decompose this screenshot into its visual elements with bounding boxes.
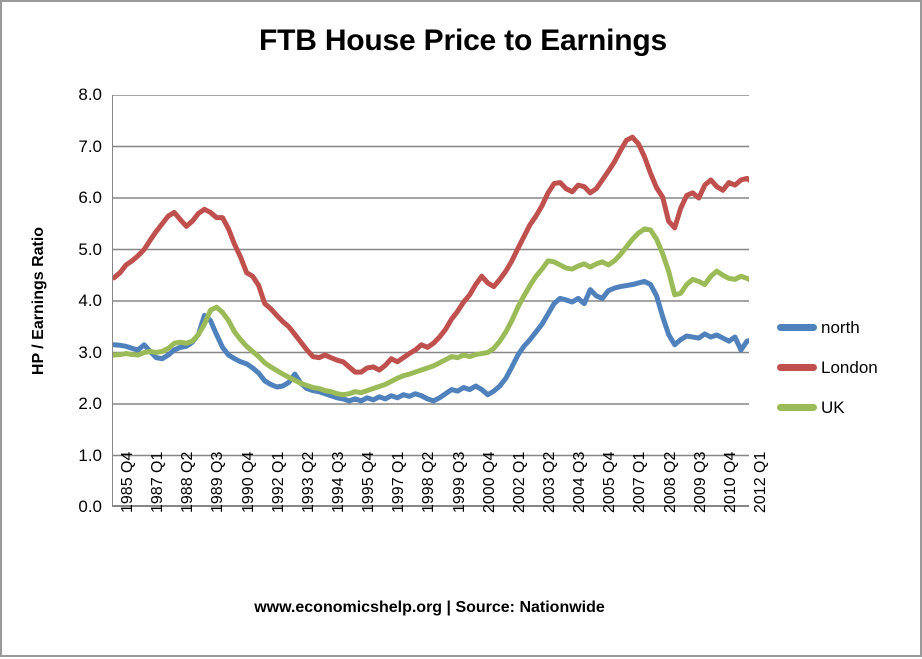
series-lines bbox=[112, 134, 749, 404]
legend-label: London bbox=[821, 357, 878, 377]
x-tick-label: 2009 Q3 bbox=[691, 451, 709, 513]
x-tick-label: 2010 Q4 bbox=[721, 451, 739, 513]
x-tick-label: 1987 Q1 bbox=[149, 451, 167, 513]
x-tick-label: 2008 Q2 bbox=[661, 451, 679, 513]
y-tick-label: 2.0 bbox=[78, 394, 102, 413]
x-tick-label: 1988 Q2 bbox=[179, 451, 197, 513]
y-tick-label: 8.0 bbox=[78, 85, 102, 104]
chart-title: FTB House Price to Earnings bbox=[258, 24, 667, 57]
legend-swatch-london bbox=[777, 363, 817, 371]
x-tick-label: 2004 Q3 bbox=[571, 451, 589, 513]
legend-item-uk[interactable]: UK bbox=[777, 387, 917, 427]
series-line-uk bbox=[112, 226, 749, 398]
legend-label: UK bbox=[821, 397, 845, 417]
series-line-london bbox=[112, 134, 749, 375]
x-axis-tick-labels: 1985 Q4 1987 Q1 1988 Q2 1989 Q3 1990 Q4 1992 … bbox=[112, 452, 769, 597]
x-tick-label: 2005 Q4 bbox=[601, 451, 619, 513]
y-tick-label: 6.0 bbox=[78, 188, 102, 207]
x-tick-label: 1985 Q4 bbox=[119, 451, 136, 513]
gridlines bbox=[112, 95, 749, 507]
plot-svg bbox=[112, 95, 749, 507]
x-tick-label: 1997 Q1 bbox=[390, 451, 408, 513]
series-line-north bbox=[112, 278, 749, 404]
x-tick-label: 2002 Q1 bbox=[510, 451, 528, 513]
x-tick-label: 1990 Q4 bbox=[239, 451, 257, 513]
x-tick-label: 1995 Q4 bbox=[360, 451, 378, 513]
legend-swatch-north bbox=[777, 323, 817, 331]
y-tick-label: 1.0 bbox=[78, 445, 102, 465]
source-note: www.economicshelp.org | Source: Nationwi… bbox=[254, 599, 605, 616]
legend-swatch-uk bbox=[777, 403, 817, 411]
y-tick-label: 4.0 bbox=[78, 291, 102, 310]
x-tick-label: 1993 Q2 bbox=[299, 451, 317, 513]
x-tick-label: 1992 Q1 bbox=[269, 451, 287, 513]
x-tick-label: 2012 Q1 bbox=[752, 451, 769, 513]
x-tick-label: 1998 Q2 bbox=[420, 451, 438, 513]
legend-label: north bbox=[821, 317, 860, 337]
x-tick-label: 1994 Q3 bbox=[330, 451, 347, 513]
x-tick-label: 1989 Q3 bbox=[209, 451, 227, 513]
x-tick-label: 1999 Q3 bbox=[450, 451, 468, 513]
legend: north London UK bbox=[777, 307, 917, 427]
y-tick-label: 5.0 bbox=[78, 239, 102, 259]
y-tick-label: 7.0 bbox=[78, 136, 102, 156]
x-tick-label: 2003 Q2 bbox=[541, 451, 558, 513]
y-axis-tick-labels: 8.0 7.0 6.0 5.0 4.0 3.0 2.0 1.0 0.0 bbox=[40, 2, 102, 659]
x-tick-label: 2007 Q1 bbox=[631, 451, 649, 513]
legend-item-north[interactable]: north bbox=[777, 307, 917, 347]
y-tick-label: 3.0 bbox=[78, 342, 102, 362]
legend-item-london[interactable]: London bbox=[777, 347, 917, 387]
x-tick-label: 2000 Q4 bbox=[480, 451, 498, 513]
y-tick-label: 0.0 bbox=[78, 497, 102, 516]
plot-area bbox=[112, 95, 749, 507]
